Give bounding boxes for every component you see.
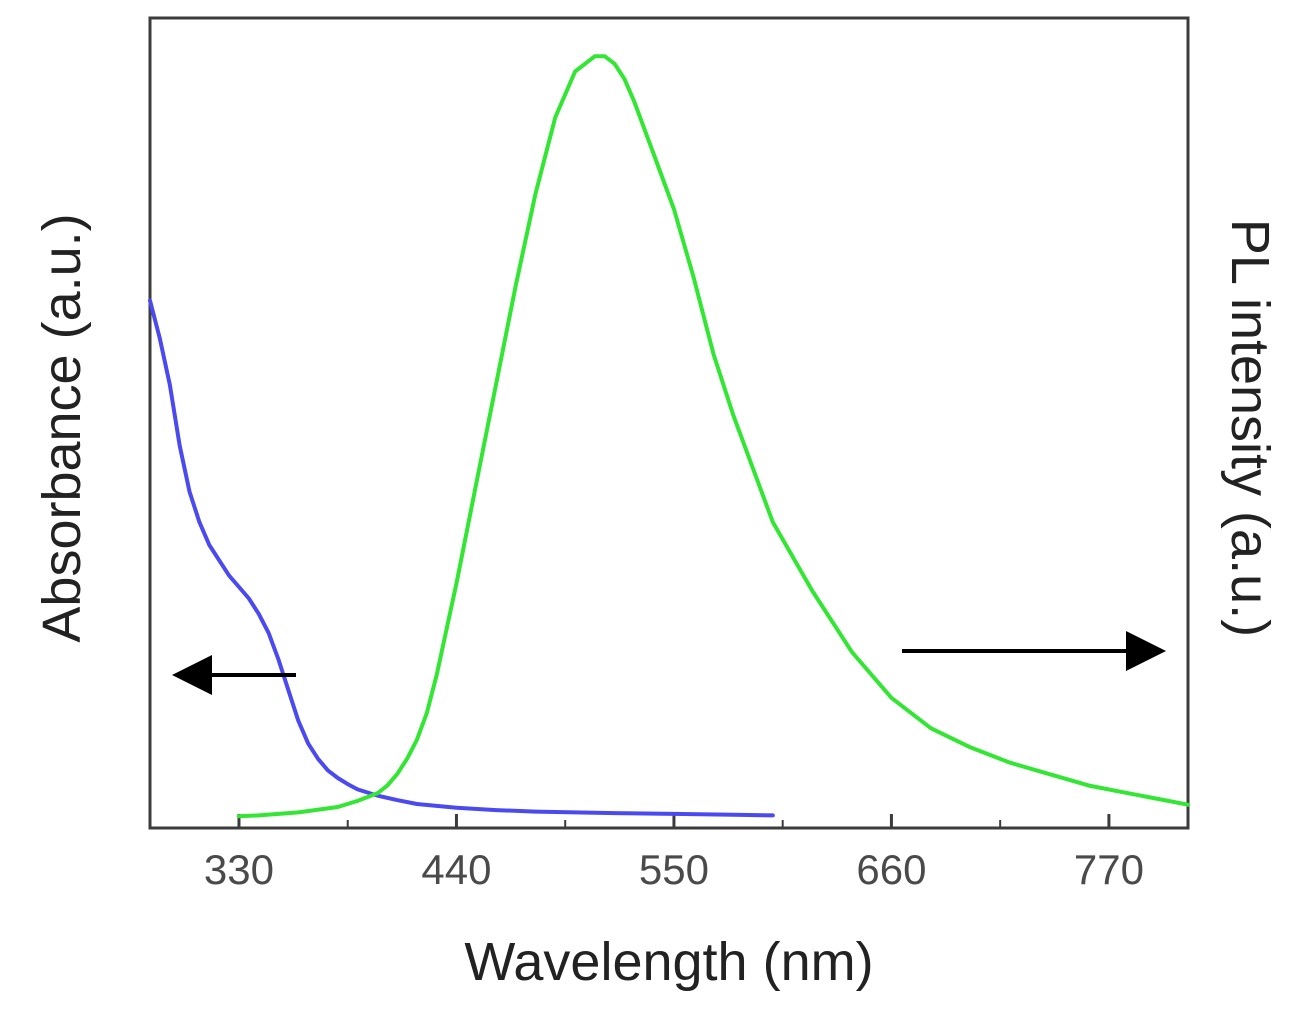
x-tick-label: 770 <box>1074 846 1144 893</box>
x-axis-title: Wavelength (nm) <box>464 932 873 992</box>
y-axis-title-right: PL intensity (a.u.) <box>1220 219 1280 637</box>
absorbance-series-line <box>148 298 775 818</box>
x-tick-label: 550 <box>639 846 709 893</box>
pl-series-line <box>237 54 1190 819</box>
x-axis-ticks: 330 440 550 660 770 <box>204 814 1144 893</box>
x-tick-label: 330 <box>204 846 274 893</box>
x-tick-label: 660 <box>856 846 926 893</box>
x-tick-label: 440 <box>421 846 491 893</box>
series-layer <box>148 54 1190 819</box>
arrow-layer <box>172 631 1166 695</box>
plot-frame <box>148 16 1190 830</box>
y-axis-title-left: Absorbance (a.u.) <box>32 213 92 642</box>
